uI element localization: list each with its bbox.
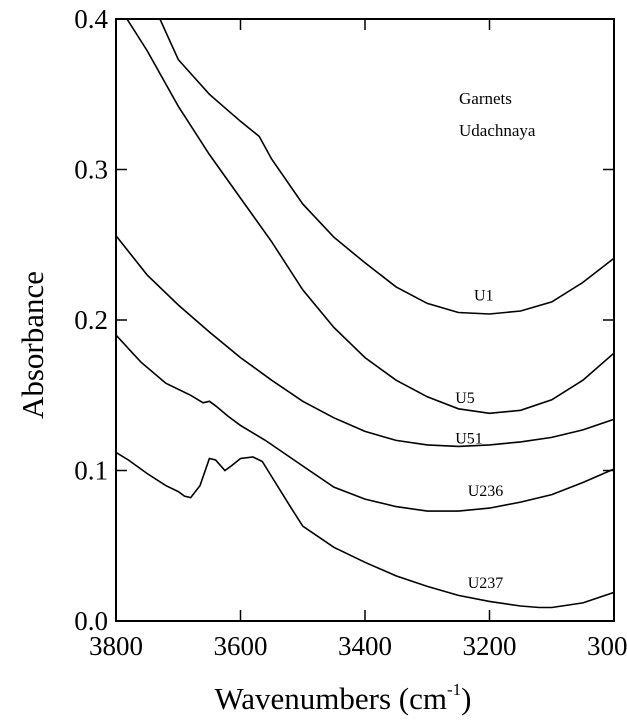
annotation-line-1: Garnets [459,89,512,108]
x-tick-label: 3400 [338,631,392,661]
annotation: Garnets Udachnaya [459,89,536,140]
series-label-u1: U1 [474,287,494,304]
x-axis-ticks [115,19,615,621]
plot-frame [115,18,615,622]
x-axis-title: Wavenumbers (cm-1) [215,680,472,716]
series-label-u237: U237 [468,575,504,592]
annotation-line-2: Udachnaya [459,121,536,140]
y-axis-ticks [116,18,614,622]
series-line-u51 [116,235,614,448]
series-line-u236 [116,334,614,512]
series-labels: U1 U5 U51 U236 U237 [455,287,503,591]
x-tick-label: 3800 [89,631,143,661]
y-axis-title: Absorbance [15,271,50,419]
y-tick-label: 0.0 [74,606,108,636]
series-line-u237 [116,451,614,609]
y-tick-label: 0.3 [74,155,108,185]
series-label-u236: U236 [468,483,504,500]
series-line-u1 [159,19,614,315]
x-tick-label: 3600 [214,631,268,661]
y-tick-label: 0.2 [74,305,108,335]
y-tick-label: 0.4 [74,4,108,34]
series-label-u51: U51 [455,430,483,447]
series-curves [116,19,614,609]
y-tick-label: 0.1 [74,456,108,486]
y-axis-tick-labels: 0.0 0.1 0.2 0.3 0.4 [74,4,108,636]
series-label-u5: U5 [455,390,475,407]
x-tick-label: 3200 [463,631,517,661]
series-line-u5 [126,19,614,415]
